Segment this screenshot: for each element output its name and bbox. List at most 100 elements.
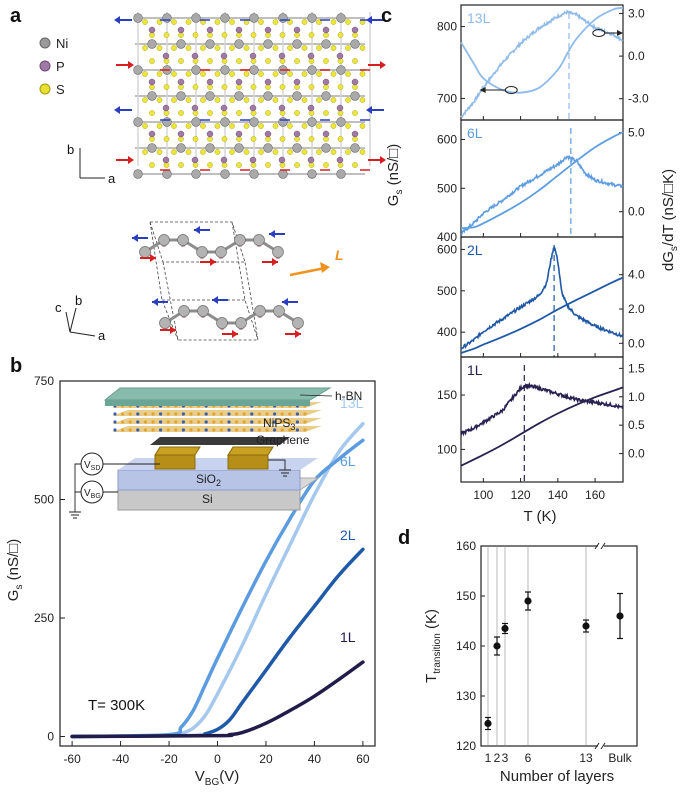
s-atom <box>294 58 300 64</box>
s-atom <box>345 97 351 103</box>
ni-atom <box>139 246 151 258</box>
data-point-2 <box>493 642 501 650</box>
p-legend-dot <box>39 60 51 72</box>
subplot-label-1L: 1L <box>467 362 483 378</box>
data-point-6 <box>524 597 532 605</box>
y-tick-label: 250 <box>34 611 54 625</box>
s-atom <box>207 162 213 168</box>
ni-atom <box>147 91 157 101</box>
nips3-layer <box>112 426 322 432</box>
ni-atom <box>272 246 284 258</box>
series-label-2L: 2L <box>340 527 356 543</box>
axis-break-gap <box>598 742 604 750</box>
spin-arrow-head <box>282 298 288 306</box>
s-atom <box>236 162 242 168</box>
nips3-atom <box>181 420 185 424</box>
ni-atom <box>336 169 346 179</box>
ni-atom <box>133 65 143 75</box>
y-right-tick-label: 0.0 <box>628 447 645 461</box>
s-atom <box>345 123 351 129</box>
y-left-tick-label: 700 <box>437 91 457 105</box>
nips3-layer <box>112 418 322 424</box>
p-legend-label: P <box>56 59 65 74</box>
s-atom <box>214 123 221 129</box>
s-atom <box>185 149 192 155</box>
s-atom <box>265 162 271 168</box>
graphene-label: Graphene <box>256 433 310 447</box>
crystal-lattice-ab-plane <box>114 12 386 179</box>
nips3-atom <box>303 428 307 432</box>
s-atom <box>337 136 344 142</box>
x-tick-label: -60 <box>63 752 81 766</box>
p-atom <box>191 156 199 164</box>
s-atom <box>330 123 337 129</box>
y-tick-label: 750 <box>34 374 54 388</box>
p-atom <box>206 130 214 138</box>
data-point-13 <box>582 622 590 630</box>
s-atom <box>250 136 257 142</box>
ni-atom <box>263 39 273 49</box>
ni-atom <box>254 305 266 317</box>
s-atom <box>185 123 192 129</box>
gold-electrode-right <box>227 446 274 456</box>
y-axis-label: Ttransition (K) <box>423 609 443 683</box>
nips3-atom <box>295 412 299 416</box>
device-inset: h-BN NiPS3 Graphene SiO2 Si VSD VBG <box>69 387 362 519</box>
subplot-frame-6L <box>460 119 624 238</box>
chart-b-conductance-vs-gate: -60 -40 -20 0 20 40 60 0 250 500 750 VBG(V) Gs (nS/□… <box>5 374 376 788</box>
nips3-atom <box>151 428 155 432</box>
y-tick-label: 130 <box>456 689 476 703</box>
gold-electrode-left-front <box>154 454 196 470</box>
nips3-atom <box>121 428 125 432</box>
ni-atom <box>191 169 201 179</box>
y-right-tick-label: 3.0 <box>628 7 645 21</box>
nips3-atom <box>143 428 147 432</box>
p-atom <box>249 104 257 112</box>
p-atom <box>278 104 286 112</box>
y-right-tick-label: 5.0 <box>628 126 645 140</box>
ni-atom <box>292 39 302 49</box>
s-atom <box>149 58 155 64</box>
s-atom <box>272 71 279 77</box>
p-atom <box>235 26 243 34</box>
hbn-layer <box>103 387 332 401</box>
y-right-tick-label: 1.5 <box>628 361 645 375</box>
s-atom <box>236 58 242 64</box>
ni-atom <box>263 143 273 153</box>
s-atom <box>229 71 235 77</box>
s-atom <box>243 123 250 129</box>
vsd-label: VSD <box>84 460 100 472</box>
ni-atom <box>234 143 244 153</box>
ni-atom <box>234 39 244 49</box>
s-atom <box>330 97 337 103</box>
s-atom <box>229 45 235 51</box>
nips3-atom <box>212 420 216 424</box>
ni-atom <box>177 234 189 246</box>
ni-atom <box>220 65 230 75</box>
ni-atom <box>216 317 228 329</box>
p-atom <box>307 156 315 164</box>
data-point-1 <box>484 719 492 728</box>
nips3-atom <box>181 428 185 432</box>
ni-atom <box>176 91 186 101</box>
s-atom <box>330 19 337 25</box>
ni-atom <box>278 169 288 179</box>
x-tick-label: 60 <box>356 752 370 766</box>
spin-arrow-head <box>170 326 176 334</box>
g-curve-2L <box>460 276 624 354</box>
subplot-label-2L: 2L <box>467 242 483 258</box>
spin-arrow-head <box>194 226 200 234</box>
p-atom <box>278 156 286 164</box>
y-right-tick-label: 0.0 <box>628 205 645 219</box>
p-atom <box>220 156 228 164</box>
ni-atom <box>336 117 346 127</box>
s-atom <box>359 71 366 77</box>
nips3-atom <box>197 420 201 424</box>
series-label-1L: 1L <box>340 629 356 645</box>
s-atom <box>352 58 358 64</box>
y-right-tick-label: -3.0 <box>628 92 649 106</box>
s-atom <box>316 71 322 77</box>
p-atom <box>351 78 359 86</box>
s-atom <box>229 123 235 129</box>
y-left-tick-label: 500 <box>437 284 457 298</box>
